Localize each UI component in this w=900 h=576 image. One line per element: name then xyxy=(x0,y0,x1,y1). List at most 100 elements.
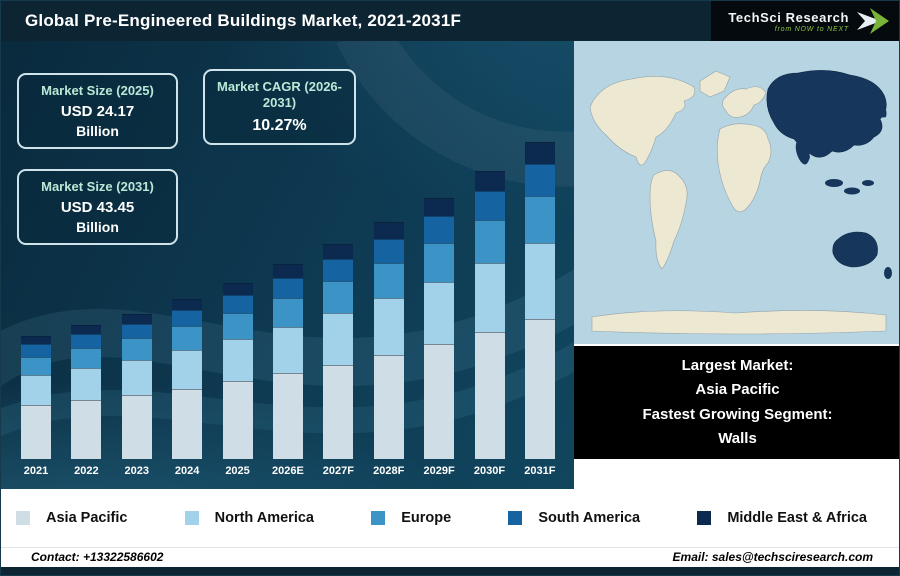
bar-2029f: 2029F xyxy=(416,198,462,479)
legend-swatch-asia-pacific xyxy=(16,511,30,525)
axis-label-2031f: 2031F xyxy=(524,465,556,477)
segment-north-america xyxy=(272,326,303,374)
legend-item-europe: Europe xyxy=(371,510,451,526)
fastest-growing-value: Walls xyxy=(718,430,757,447)
market-size-2025-value: USD 24.17 xyxy=(60,103,135,121)
bar-stack-2026e xyxy=(272,264,303,459)
legend-item-middle-east-africa: Middle East & Africa xyxy=(697,510,867,526)
axis-label-2028f: 2028F xyxy=(373,465,405,477)
bar-stack-2031f xyxy=(524,141,555,459)
segment-south-america xyxy=(172,310,203,327)
segment-middle-east-africa xyxy=(272,264,303,279)
bar-2024: 2024 xyxy=(164,299,210,479)
bar-2030f: 2030F xyxy=(467,171,513,479)
segment-south-america xyxy=(524,163,555,196)
contact-email: Email: sales@techsciresearch.com xyxy=(672,550,873,564)
legend-item-south-america: South America xyxy=(508,510,640,526)
legend-label-asia-pacific: Asia Pacific xyxy=(46,510,128,526)
segment-asia-pacific xyxy=(323,364,354,459)
segment-europe xyxy=(71,347,102,368)
bar-2027f: 2027F xyxy=(315,244,361,479)
bar-stack-2027f xyxy=(323,244,354,459)
segment-middle-east-africa xyxy=(323,244,354,260)
market-size-2025-label: Market Size (2025) xyxy=(41,83,154,98)
segment-asia-pacific xyxy=(272,373,303,459)
legend-item-asia-pacific: Asia Pacific xyxy=(16,510,127,526)
bar-2023: 2023 xyxy=(114,313,160,479)
segment-middle-east-africa xyxy=(424,198,455,217)
legend-swatch-south-america xyxy=(508,511,523,525)
segment-south-america xyxy=(272,278,303,298)
bar-2031f: 2031F xyxy=(517,141,563,479)
segment-north-america xyxy=(373,298,404,355)
logo-name: TechSci Research xyxy=(728,9,849,25)
segment-middle-east-africa xyxy=(121,313,152,324)
segment-europe xyxy=(424,242,455,282)
segment-europe xyxy=(474,220,505,264)
segment-south-america xyxy=(474,191,505,221)
segment-asia-pacific xyxy=(21,404,51,459)
contact-phone: Contact: +13322586602 xyxy=(31,550,164,564)
footer-bar: Contact: +13322586602 Email: sales@techs… xyxy=(1,547,899,567)
axis-label-2024: 2024 xyxy=(174,465,200,477)
legend-item-north-america: North America xyxy=(184,510,314,526)
segment-asia-pacific xyxy=(71,399,102,459)
segment-middle-east-africa xyxy=(222,282,253,295)
segment-south-america xyxy=(121,323,152,339)
axis-label-2023: 2023 xyxy=(124,465,150,477)
axis-label-2027f: 2027F xyxy=(322,465,354,477)
segment-south-america xyxy=(21,344,51,357)
segment-north-america xyxy=(71,367,102,400)
segment-middle-east-africa xyxy=(474,171,505,192)
segment-asia-pacific xyxy=(373,354,404,459)
bar-stack-2022 xyxy=(71,324,102,459)
segment-south-america xyxy=(323,259,354,281)
segment-asia-pacific xyxy=(524,319,555,459)
world-map xyxy=(574,41,899,344)
market-size-2031-label: Market Size (2031) xyxy=(41,179,154,194)
segment-europe xyxy=(21,356,51,376)
bar-stack-2030f xyxy=(474,171,505,459)
segment-europe xyxy=(272,297,303,327)
market-size-2031-unit: Billion xyxy=(76,219,119,236)
segment-middle-east-africa xyxy=(21,335,51,345)
legend-swatch-middle-east-africa xyxy=(697,511,712,525)
segment-middle-east-africa xyxy=(524,141,555,164)
segment-north-america xyxy=(222,339,253,382)
segment-north-america xyxy=(21,375,51,405)
stacked-bar-chart: 2021 2022 2023 2024 2025 2026E 2027F 2028F 2029F… xyxy=(13,59,563,479)
legend-swatch-north-america xyxy=(184,511,199,525)
segment-middle-east-africa xyxy=(373,222,404,239)
segment-south-america xyxy=(373,238,404,263)
axis-label-2026e: 2026E xyxy=(272,465,304,477)
legend-label-south-america: South America xyxy=(538,510,641,526)
largest-market-value: Asia Pacific xyxy=(695,381,780,398)
segment-europe xyxy=(373,262,404,299)
bar-stack-2021 xyxy=(21,335,51,459)
bar-stack-2028f xyxy=(373,222,404,459)
largest-market-label: Largest Market: xyxy=(681,356,794,374)
bar-stack-2025 xyxy=(222,282,253,459)
market-cagr-box: Market CAGR (2026-2031) 10.27% xyxy=(203,69,356,145)
bar-2025: 2025 xyxy=(215,282,261,479)
segment-asia-pacific xyxy=(424,344,455,459)
chart-area: Market Size (2025) USD 24.17 Billion Mar… xyxy=(1,41,574,489)
segment-south-america xyxy=(71,334,102,348)
segment-north-america xyxy=(474,263,505,333)
bar-2022: 2022 xyxy=(63,324,109,479)
market-highlight-box: Largest Market: Asia Pacific Fastest Gro… xyxy=(574,346,899,459)
axis-label-2025: 2025 xyxy=(225,465,250,477)
bar-2021: 2021 xyxy=(13,335,59,479)
axis-label-2021: 2021 xyxy=(23,465,49,477)
bar-2026e: 2026E xyxy=(265,264,311,479)
techsci-logo: TechSci Research from NOW to NEXT xyxy=(711,1,899,41)
bottom-accent-bar xyxy=(1,567,899,575)
market-cagr-label: Market CAGR (2026-2031) xyxy=(217,79,342,111)
legend-label-europe: Europe xyxy=(401,510,452,526)
segment-south-america xyxy=(424,216,455,243)
segment-europe xyxy=(121,338,152,361)
segment-europe xyxy=(222,312,253,340)
logo-tagline: from NOW to NEXT xyxy=(774,25,849,33)
legend-label-north-america: North America xyxy=(214,510,314,526)
